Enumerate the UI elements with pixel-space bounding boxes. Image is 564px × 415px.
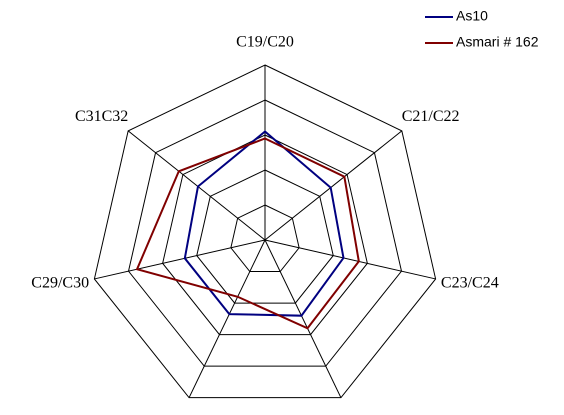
spoke: [264, 130, 403, 241]
grid-ring: [93, 64, 437, 399]
axis-label: C21/C22: [402, 108, 460, 125]
grid-ring: [127, 99, 403, 367]
spoke: [188, 239, 266, 398]
legend-label: As10: [456, 8, 488, 24]
axis-label: C29/C30: [31, 275, 89, 292]
legend-label: Asmari # 162: [456, 34, 539, 50]
series-line: [183, 130, 345, 317]
spoke: [127, 130, 266, 241]
grid-ring: [162, 134, 368, 336]
axis-label: C31C32: [75, 108, 128, 125]
series-line: [135, 137, 360, 330]
axis-label: C23/C24: [441, 275, 499, 292]
spoke: [94, 239, 266, 280]
grid-ring: [196, 169, 334, 304]
spoke: [264, 239, 342, 398]
grid-ring: [230, 204, 300, 273]
axis-label: C19/C20: [236, 34, 294, 51]
spoke: [264, 239, 436, 280]
